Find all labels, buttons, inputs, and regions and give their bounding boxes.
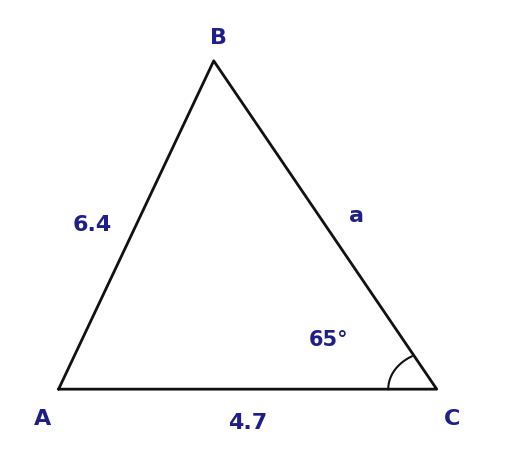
Text: 65°: 65° xyxy=(309,330,348,350)
Text: A: A xyxy=(34,409,52,428)
Text: 4.7: 4.7 xyxy=(228,413,267,433)
Text: 6.4: 6.4 xyxy=(73,215,112,235)
Text: a: a xyxy=(349,207,365,226)
Text: B: B xyxy=(210,28,227,48)
Text: C: C xyxy=(444,409,461,428)
